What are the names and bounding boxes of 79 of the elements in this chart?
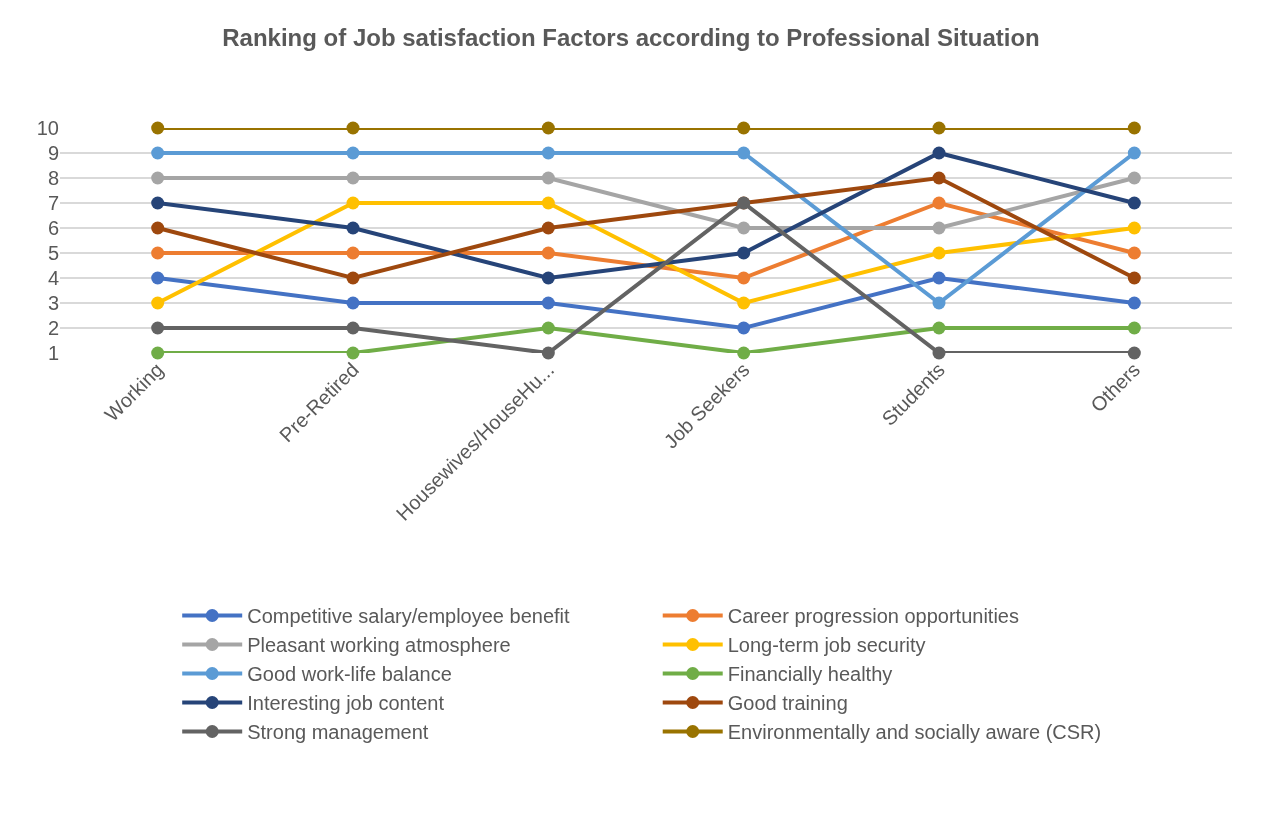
point [541,346,555,360]
y-tick-label: 3 [47,292,59,314]
point [1127,296,1141,310]
legend-label: Long-term job security [727,634,926,657]
y-tick-label: 1 [47,342,59,364]
point [932,296,946,310]
point [1127,171,1141,185]
y-tick-label: 6 [47,217,59,239]
point [1127,121,1141,135]
point [1127,196,1141,210]
point [932,221,946,235]
point [932,346,946,360]
legend-label: Financially healthy [727,663,893,686]
point [932,196,946,210]
point [1127,346,1141,360]
point [346,221,360,235]
y-tick-label: 4 [47,267,59,289]
point [151,221,165,235]
point [737,121,751,135]
point [737,271,751,285]
point [346,321,360,335]
legend-label: Strong management [247,721,429,744]
point [346,171,360,185]
point [541,171,555,185]
chart-title: Ranking of Job satisfaction Factors according to Professional Situation [222,23,1040,51]
point [932,271,946,285]
y-tick-label: 10 [36,117,59,139]
legend-label: Career progression opportunities [727,605,1019,628]
point [932,146,946,160]
point [1127,246,1141,260]
point [932,121,946,135]
legend-label: Pleasant working atmosphere [247,634,511,657]
y-tick-label: 9 [47,142,59,164]
point [541,121,555,135]
point [541,221,555,235]
point [151,271,165,285]
legend-label: Competitive salary/employee benefit [247,605,571,628]
point [1127,221,1141,235]
point [346,346,360,360]
point [737,221,751,235]
point [1127,321,1141,335]
point [346,121,360,135]
point [346,146,360,160]
point [1127,271,1141,285]
point [932,321,946,335]
point [737,346,751,360]
point [151,196,165,210]
y-tick-label: 8 [47,167,59,189]
point [151,346,165,360]
legend-label: Good work-life balance [247,663,452,686]
point [541,196,555,210]
point [541,271,555,285]
point [541,146,555,160]
point [346,296,360,310]
point [151,146,165,160]
point [737,321,751,335]
point [151,246,165,260]
point [346,196,360,210]
point [346,246,360,260]
legend-label: Interesting job content [247,692,445,715]
point [737,146,751,160]
point [151,321,165,335]
point [541,321,555,335]
point [151,296,165,310]
point [151,171,165,185]
point [1127,146,1141,160]
point [346,271,360,285]
legend-label: Environmentally and socially aware (CSR) [727,721,1102,744]
point [541,246,555,260]
point [932,171,946,185]
point [737,296,751,310]
point [932,246,946,260]
y-tick-label: 7 [47,192,59,214]
point [541,296,555,310]
point [151,121,165,135]
y-tick-label: 2 [47,317,59,339]
legend-label: Good training [727,692,848,715]
point [737,246,751,260]
y-tick-label: 5 [47,242,59,264]
